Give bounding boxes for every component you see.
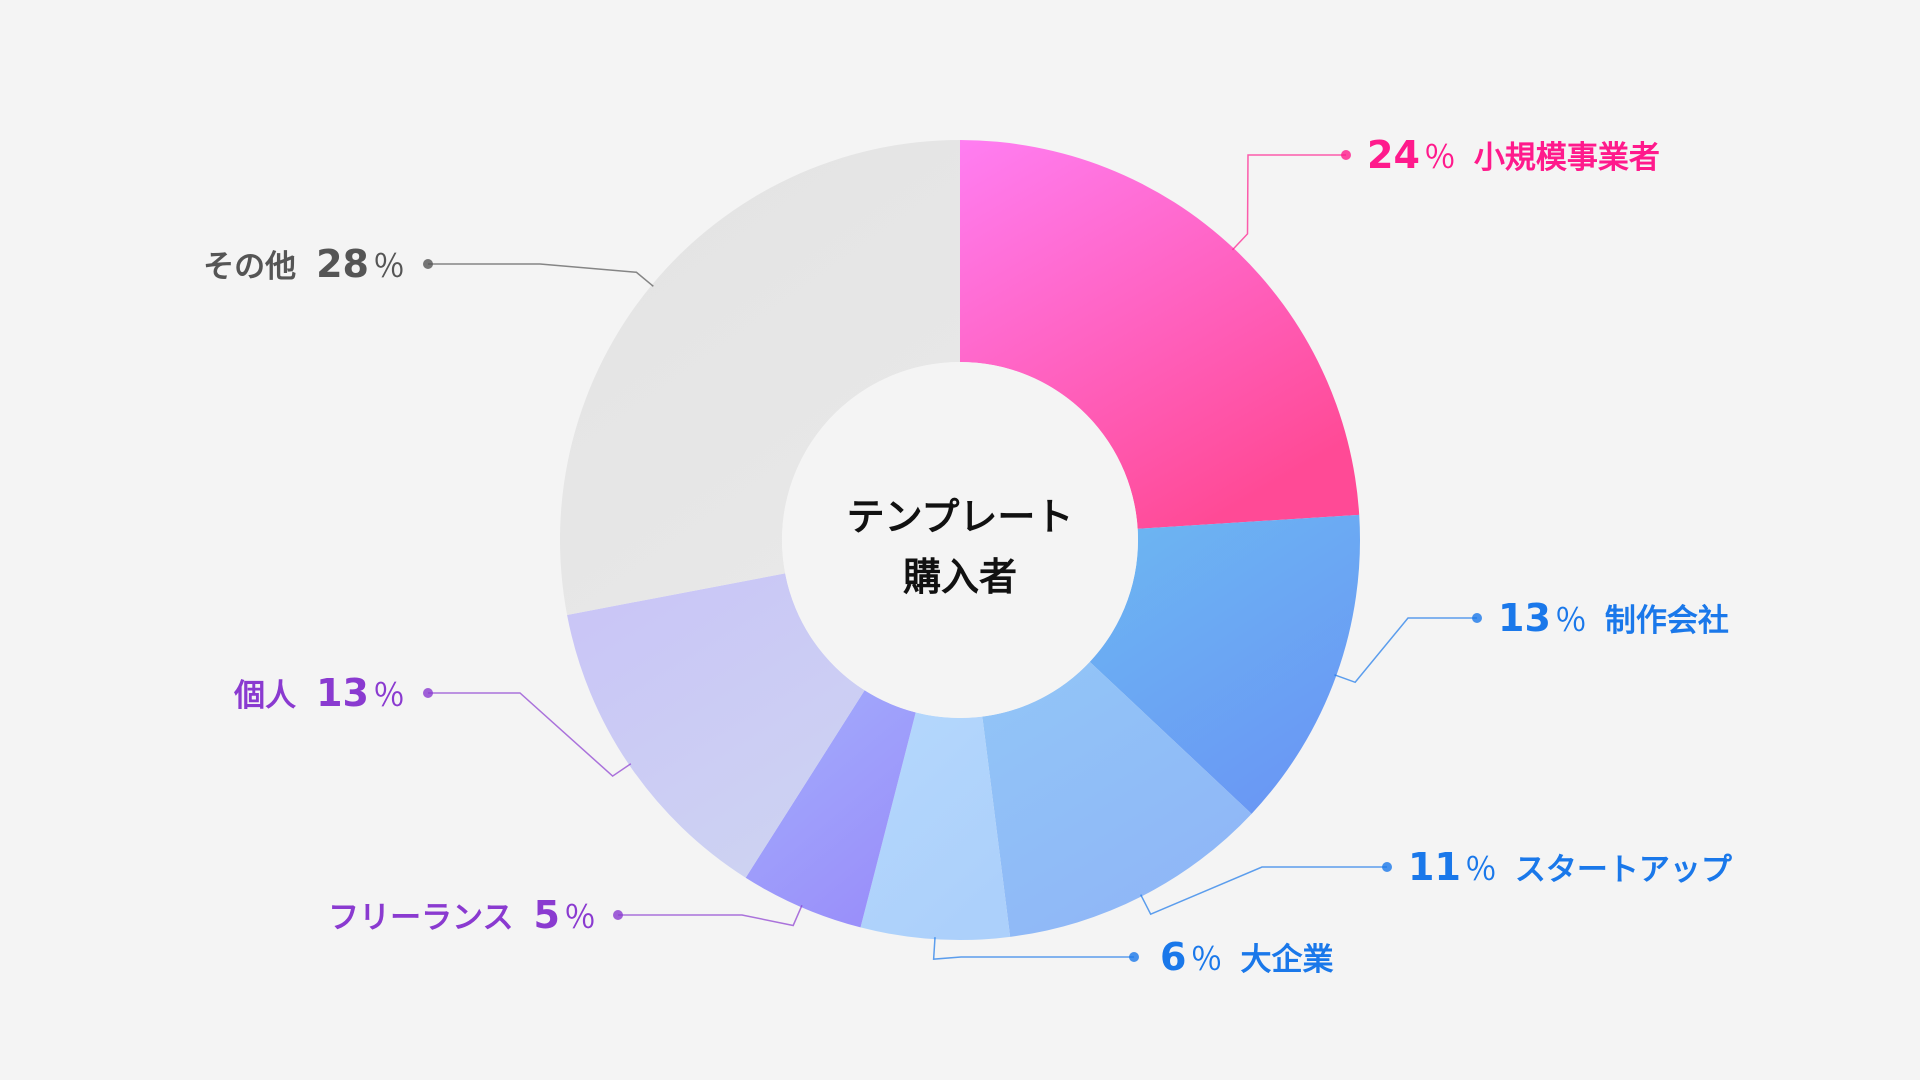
slice-3-category: スタートアップ xyxy=(1515,852,1733,888)
slice-2-value: 13 xyxy=(1498,596,1551,640)
slice-3-label: 11 ％ スタートアップ xyxy=(1408,845,1733,889)
slice-1-value: 24 xyxy=(1367,133,1420,177)
slice-5-unit: ％ xyxy=(564,898,596,936)
center-label-line1: テンプレート xyxy=(847,495,1074,539)
donut-hole xyxy=(782,362,1138,718)
slice-3-value: 11 xyxy=(1408,845,1461,889)
slice-3-wedge xyxy=(982,661,1252,937)
slice-2-category: 制作会社 xyxy=(1605,603,1729,639)
slice-6-unit: ％ xyxy=(373,676,405,714)
slice-6-category: 個人 xyxy=(233,678,296,714)
slice-4-value: 6 xyxy=(1160,935,1186,979)
slice-6-leader-dot xyxy=(423,688,433,698)
slice-1-unit: ％ xyxy=(1424,138,1456,176)
slice-1-leader-line xyxy=(1231,154,1346,251)
slice-5-wedge xyxy=(745,690,916,928)
leader-lines xyxy=(423,150,1482,962)
slice-2-wedge xyxy=(1089,514,1360,814)
slice-2-unit: ％ xyxy=(1555,601,1587,639)
slice-6-value: 13 xyxy=(316,671,369,715)
slice-5-category: フリーランス xyxy=(328,900,513,936)
slice-4-wedge xyxy=(860,712,1011,940)
slice-5-value: 5 xyxy=(534,893,560,937)
slice-2-label: 13 ％ 制作会社 xyxy=(1498,596,1729,640)
slice-6-wedge xyxy=(567,573,865,878)
slice-3-leader-line xyxy=(1140,866,1387,916)
slice-4-label: 6 ％ 大企業 xyxy=(1160,935,1333,979)
slice-7-label: その他 28 ％ xyxy=(203,242,405,286)
slice-7-value: 28 xyxy=(316,242,369,286)
slice-5-label: フリーランス 5 ％ xyxy=(328,893,596,937)
slice-4-category: 大企業 xyxy=(1240,942,1333,978)
slice-2-leader-dot xyxy=(1472,613,1482,623)
slice-7-leader-line xyxy=(428,263,654,287)
slice-5-leader-dot xyxy=(613,910,623,920)
slice-4-leader-dot xyxy=(1129,952,1139,962)
slice-3-unit: ％ xyxy=(1465,850,1497,888)
slice-4-leader-line xyxy=(932,937,1134,960)
donut-slices xyxy=(560,140,1360,940)
slice-7-category: その他 xyxy=(203,249,296,285)
slice-1-wedge xyxy=(960,140,1360,529)
slice-6-label: 個人 13 ％ xyxy=(233,671,405,715)
slice-1-category: 小規模事業者 xyxy=(1474,140,1660,176)
slice-2-leader-line xyxy=(1334,617,1477,684)
slice-4-unit: ％ xyxy=(1190,940,1222,978)
slice-1-leader-dot xyxy=(1341,150,1351,160)
slice-7-wedge xyxy=(560,140,960,615)
slice-3-leader-dot xyxy=(1382,862,1392,872)
center-label-line2: 購入者 xyxy=(903,555,1017,599)
slice-1-label: 24 ％ 小規模事業者 xyxy=(1367,133,1660,177)
slice-7-unit: ％ xyxy=(373,247,405,285)
slice-6-leader-line xyxy=(428,692,632,778)
slice-5-leader-line xyxy=(618,904,803,927)
slice-7-leader-dot xyxy=(423,259,433,269)
